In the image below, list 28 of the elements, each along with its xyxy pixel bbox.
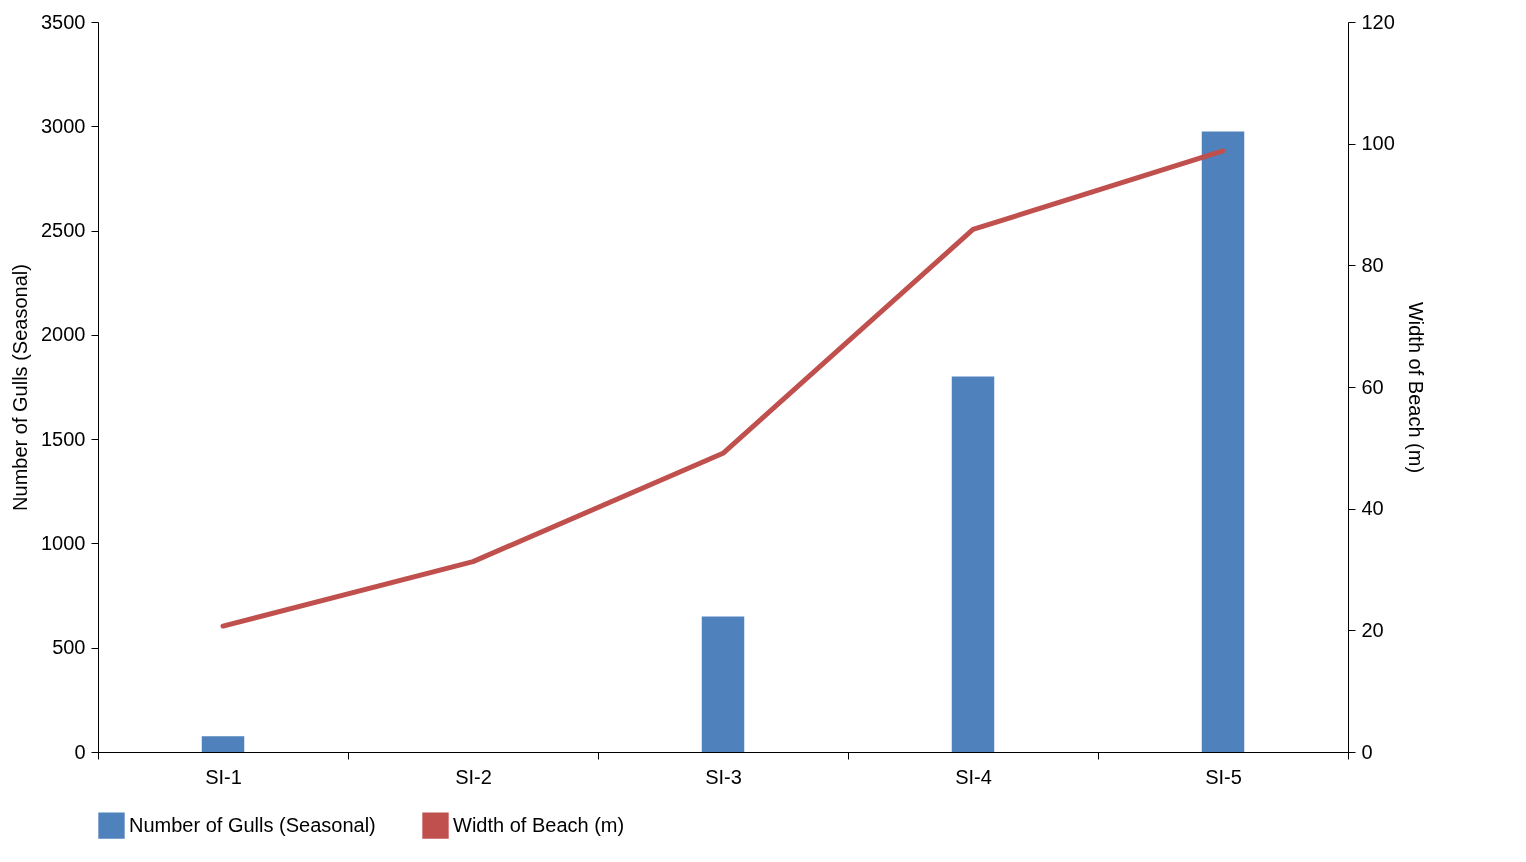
y-tick-label: 1500 bbox=[41, 427, 86, 450]
legend-label: Width of Beach (m) bbox=[453, 813, 625, 836]
x-tick-label: SI-1 bbox=[205, 765, 242, 788]
y-tick-label: 2500 bbox=[41, 219, 86, 242]
y-tick-label: 2000 bbox=[41, 323, 86, 346]
y2-tick-label: 80 bbox=[1361, 253, 1384, 276]
bar bbox=[951, 376, 995, 752]
y-tick-label: 1000 bbox=[41, 531, 86, 554]
y-axis-title: Number of Gulls (Seasonal) bbox=[9, 264, 32, 511]
bar bbox=[701, 616, 745, 752]
bar bbox=[1201, 131, 1245, 752]
y-tick-label: 3500 bbox=[41, 10, 86, 33]
x-tick-label: SI-4 bbox=[955, 765, 992, 788]
y2-tick-label: 20 bbox=[1361, 618, 1384, 641]
bar bbox=[201, 736, 245, 752]
y-tick-label: 500 bbox=[52, 636, 86, 659]
y-tick-label: 3000 bbox=[41, 114, 86, 137]
x-tick-label: SI-2 bbox=[455, 765, 492, 788]
y2-axis-title: Width of Beach (m) bbox=[1404, 301, 1427, 474]
x-tick-label: SI-5 bbox=[1205, 765, 1242, 788]
y-tick-label: 0 bbox=[74, 740, 86, 763]
y2-tick-label: 40 bbox=[1361, 497, 1384, 520]
y2-tick-label: 0 bbox=[1361, 740, 1373, 763]
y2-tick-label: 120 bbox=[1361, 10, 1395, 33]
x-tick-label: SI-3 bbox=[705, 765, 742, 788]
y2-tick-label: 60 bbox=[1361, 375, 1384, 398]
y2-tick-label: 100 bbox=[1361, 132, 1395, 155]
legend-label: Number of Gulls (Seasonal) bbox=[129, 813, 376, 836]
